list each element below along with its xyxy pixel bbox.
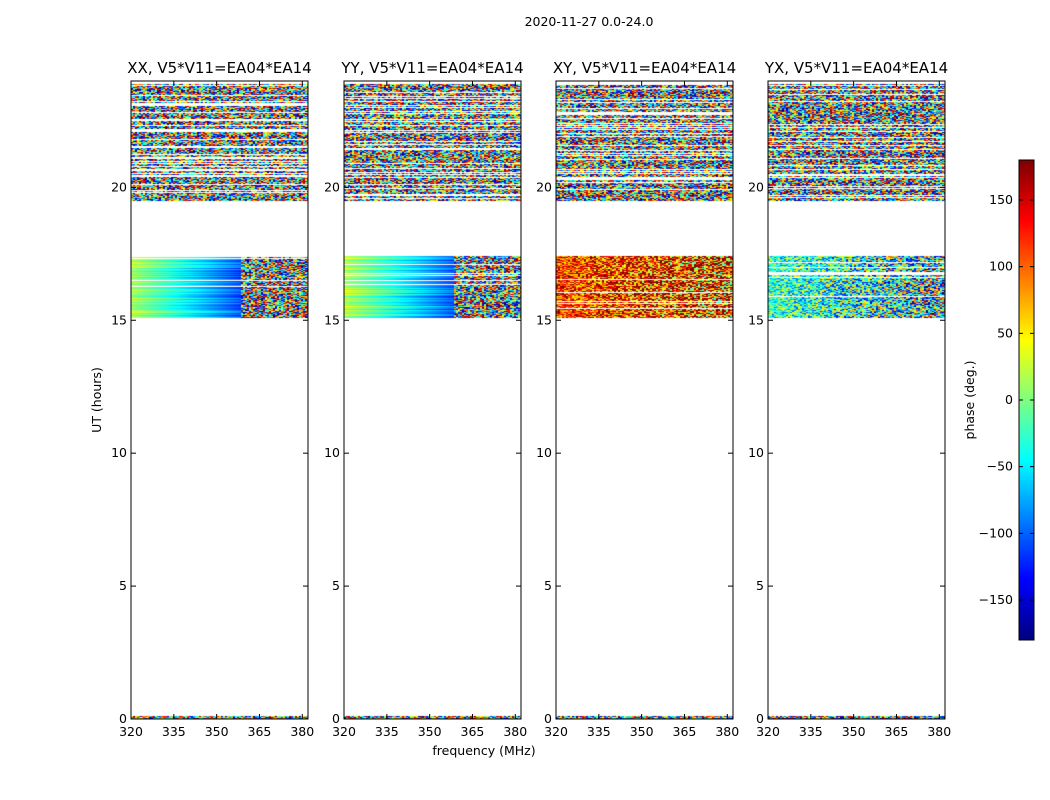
y-tick-label: 10 (536, 445, 552, 460)
x-tick-label: 320 (332, 724, 356, 739)
y-tick-label: 0 (544, 711, 552, 726)
y-tick-label: 15 (111, 312, 127, 327)
heatmap-image (344, 81, 521, 719)
panel-frame (555, 80, 734, 720)
y-tick-label: 15 (536, 312, 552, 327)
x-tick-label: 365 (673, 724, 697, 739)
x-tick-label: 380 (503, 724, 527, 739)
y-tick-label: 20 (111, 179, 127, 194)
y-tick-label: 0 (332, 711, 340, 726)
panel-xy: XY, V5*V11=EA04*EA14 320 335 350 365 380 0 5 10 1… (536, 59, 739, 739)
colorbar-tick-label: −100 (979, 525, 1013, 540)
x-tick-label: 380 (290, 724, 314, 739)
x-tick-label: 320 (119, 724, 143, 739)
y-tick-label: 0 (119, 711, 127, 726)
x-tick-label: 350 (630, 724, 654, 739)
y-axis-label: UT (hours) (89, 367, 104, 433)
panels: XX, V5*V11=EA04*EA14 320 335 350 365 380 0 5 10 1… (111, 59, 951, 739)
y-tick-label: 5 (756, 578, 764, 593)
panel-title: YY, V5*V11=EA04*EA14 (340, 59, 523, 77)
colorbar-tick-label: 50 (997, 325, 1013, 340)
panel-frame (767, 80, 946, 720)
x-tick-label: 320 (544, 724, 568, 739)
colorbar-tick-label: 100 (989, 259, 1013, 274)
y-tick-label: 10 (324, 445, 340, 460)
x-tick-label: 365 (248, 724, 272, 739)
panel-frame (343, 80, 522, 720)
y-tick-label: 20 (324, 179, 340, 194)
panel-xx: XX, V5*V11=EA04*EA14 320 335 350 365 380 0 5 10 1… (111, 59, 314, 739)
y-tick-label: 0 (756, 711, 764, 726)
panel-title: XY, V5*V11=EA04*EA14 (553, 59, 736, 77)
y-tick-label: 15 (748, 312, 764, 327)
y-tick-label: 20 (536, 179, 552, 194)
panel-yx: YX, V5*V11=EA04*EA14 320 335 350 365 380 0 5 10 1… (748, 59, 951, 739)
panel-yy: YY, V5*V11=EA04*EA14 320 335 350 365 380 0 5 10 1… (324, 59, 527, 739)
colorbar-tick-label: −150 (979, 592, 1013, 607)
x-tick-label: 350 (418, 724, 442, 739)
x-tick-label: 380 (715, 724, 739, 739)
x-tick-label: 350 (205, 724, 229, 739)
y-tick-label: 15 (324, 312, 340, 327)
x-tick-label: 335 (587, 724, 611, 739)
y-tick-label: 10 (111, 445, 127, 460)
x-tick-label: 335 (162, 724, 186, 739)
panel-frame (130, 80, 309, 720)
colorbar: 150 100 50 0 −50 −100 −150 (979, 159, 1035, 641)
chart-title: 2020-11-27 0.0-24.0 (525, 14, 654, 29)
x-axis-label: frequency (MHz) (432, 743, 535, 758)
x-tick-label: 335 (375, 724, 399, 739)
x-tick-label: 335 (799, 724, 823, 739)
heatmap-image (556, 81, 733, 719)
colorbar-label: phase (deg.) (962, 361, 977, 440)
panel-title: XX, V5*V11=EA04*EA14 (127, 59, 311, 77)
panel-title: YX, V5*V11=EA04*EA14 (764, 59, 948, 77)
y-tick-label: 5 (332, 578, 340, 593)
heatmap-image (768, 81, 945, 719)
heatmap-image (131, 81, 308, 719)
colorbar-gradient (1019, 160, 1034, 640)
x-tick-label: 350 (842, 724, 866, 739)
y-tick-label: 5 (119, 578, 127, 593)
x-tick-label: 320 (756, 724, 780, 739)
colorbar-tick-label: 0 (1005, 392, 1013, 407)
x-tick-label: 365 (461, 724, 485, 739)
y-tick-label: 5 (544, 578, 552, 593)
colorbar-tick-label: −50 (987, 459, 1013, 474)
y-tick-label: 20 (748, 179, 764, 194)
x-tick-label: 380 (927, 724, 951, 739)
x-tick-label: 365 (885, 724, 909, 739)
y-tick-label: 10 (748, 445, 764, 460)
colorbar-tick-label: 150 (989, 192, 1013, 207)
